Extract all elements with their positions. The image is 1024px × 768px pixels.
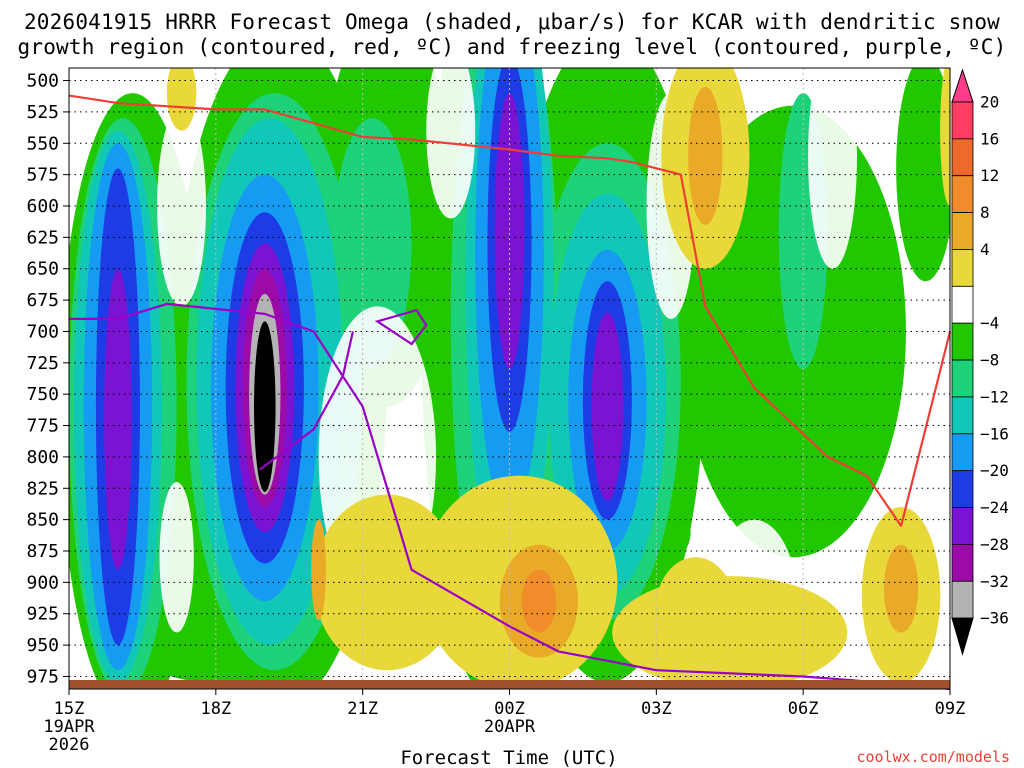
- omega-region-33: [254, 321, 276, 493]
- colorbar-bin-2: [951, 175, 974, 214]
- colorbar-label-2: 12: [980, 166, 999, 185]
- subsidence-region-2: [940, 68, 950, 206]
- y-tick-label-850: 850: [26, 510, 59, 531]
- chart-title-line-1: 2026041915 HRRR Forecast Omega (shaded, …: [23, 10, 1001, 34]
- plot-area: [68, 67, 952, 691]
- x-tick-label-18Z: 18Z: [200, 699, 231, 719]
- y-tick-label-775: 775: [26, 416, 59, 437]
- colorbar-bin-8: [951, 396, 974, 435]
- y-tick-label-625: 625: [26, 227, 59, 248]
- y-tick-label-925: 925: [26, 604, 59, 625]
- colorbar-label-9: −20: [980, 461, 1009, 480]
- omega-shaded-field: [69, 68, 950, 689]
- x-axis-label: Forecast Time (UTC): [400, 747, 617, 768]
- x-tick-label-09Z: 09Z: [935, 699, 966, 719]
- omega-region-29: [494, 93, 525, 370]
- pressure-axis: 500 525 550 575 600 625 650 675 700 725 750 775 800 8…: [26, 71, 69, 687]
- subsidence-region-12: [521, 569, 556, 633]
- y-tick-label-550: 550: [26, 133, 59, 154]
- y-tick-label-725: 725: [26, 353, 59, 374]
- freezing-level-contour: [69, 302, 951, 691]
- grid-lines: [68, 68, 951, 689]
- x-tick-year-15Z: 2026: [49, 735, 90, 755]
- colorbar-bin-12: [951, 544, 974, 582]
- neutral-region-0: [159, 481, 194, 633]
- colorbar-bin-7: [951, 359, 974, 398]
- colorbar-bin-1: [951, 138, 974, 177]
- colorbar-label-12: −32: [980, 572, 1009, 591]
- y-tick-label-875: 875: [26, 541, 59, 562]
- y-tick-label-650: 650: [26, 259, 59, 280]
- colorbar-bin-4: [951, 249, 974, 287]
- y-tick-label-575: 575: [26, 165, 59, 186]
- y-tick-label-975: 975: [26, 666, 59, 687]
- x-tick-label-15Z: 15Z: [54, 699, 85, 719]
- colorbar-label-11: −28: [980, 535, 1009, 554]
- ground-surface: [69, 680, 950, 689]
- colorbar-bin-3: [951, 212, 974, 250]
- colorbar-label-4: 4: [980, 240, 990, 259]
- x-tick-label-00Z: 00Z: [494, 699, 525, 719]
- y-tick-label-500: 500: [26, 71, 59, 92]
- freezing-level-loop: [374, 308, 428, 346]
- colorbar-bin-10: [951, 470, 974, 508]
- colorbar-label-10: −24: [980, 498, 1009, 517]
- credit-link[interactable]: coolwx.com/models: [856, 748, 1010, 766]
- colorbar-label-7: −12: [980, 387, 1009, 406]
- dgz-contour: [68, 94, 952, 527]
- colorbar: 20 16 12 8 4 −4 −8 −12 −16 −20 −24 −28 −32 −36: [951, 68, 1009, 656]
- y-tick-label-525: 525: [26, 102, 59, 123]
- y-tick-label-750: 750: [26, 384, 59, 405]
- colorbar-bin-9: [951, 433, 974, 472]
- y-tick-label-675: 675: [26, 290, 59, 311]
- y-tick-label-800: 800: [26, 447, 59, 468]
- omega-region-30: [591, 312, 624, 501]
- neutral-region-2: [426, 68, 476, 219]
- colorbar-bin-13: [951, 580, 974, 619]
- y-tick-label-900: 900: [26, 572, 59, 593]
- y-tick-label-600: 600: [26, 196, 59, 217]
- subsidence-region-0: [166, 68, 197, 131]
- colorbar-bottom-arrow: [951, 617, 974, 656]
- colorbar-label-6: −8: [980, 351, 999, 370]
- colorbar-label-8: −16: [980, 424, 1009, 443]
- y-tick-label-700: 700: [26, 321, 59, 342]
- subsidence-region-11: [883, 544, 919, 633]
- contour-lines: [68, 94, 952, 691]
- omega-region-14: [333, 118, 412, 370]
- colorbar-label-3: 8: [980, 203, 990, 222]
- x-tick-label-03Z: 03Z: [641, 699, 672, 719]
- colorbar-label-5: −4: [980, 314, 999, 333]
- subsidence-region-7: [656, 557, 735, 658]
- omega-region-27: [104, 268, 132, 570]
- subsidence-region-4: [313, 494, 461, 671]
- colorbar-bin-5: [951, 285, 974, 324]
- colorbar-label-13: −36: [980, 609, 1009, 628]
- y-tick-label-950: 950: [26, 635, 59, 656]
- chart-title-line-2: growth region (contoured, red, ºC) and f…: [17, 35, 1007, 59]
- subsidence-region-10: [311, 519, 326, 620]
- colorbar-bin-0: [951, 101, 974, 140]
- x-tick-label-06Z: 06Z: [788, 699, 819, 719]
- x-tick-date-00Z: 20APR: [484, 717, 536, 737]
- colorbar-top-arrow: [951, 68, 974, 103]
- freezing-level-branch: [259, 331, 354, 471]
- y-tick-label-825: 825: [26, 478, 59, 499]
- colorbar-label-1: 16: [980, 129, 999, 148]
- colorbar-bin-11: [951, 507, 974, 545]
- neutral-region-5: [157, 105, 207, 307]
- x-tick-date-15Z: 19APR: [43, 717, 95, 737]
- omega-region-6: [896, 68, 950, 282]
- neutral-region-4: [808, 68, 857, 269]
- subsidence-region-8: [688, 86, 723, 225]
- colorbar-label-0: 20: [980, 93, 999, 112]
- colorbar-bin-6: [951, 322, 974, 361]
- x-tick-label-21Z: 21Z: [347, 699, 378, 719]
